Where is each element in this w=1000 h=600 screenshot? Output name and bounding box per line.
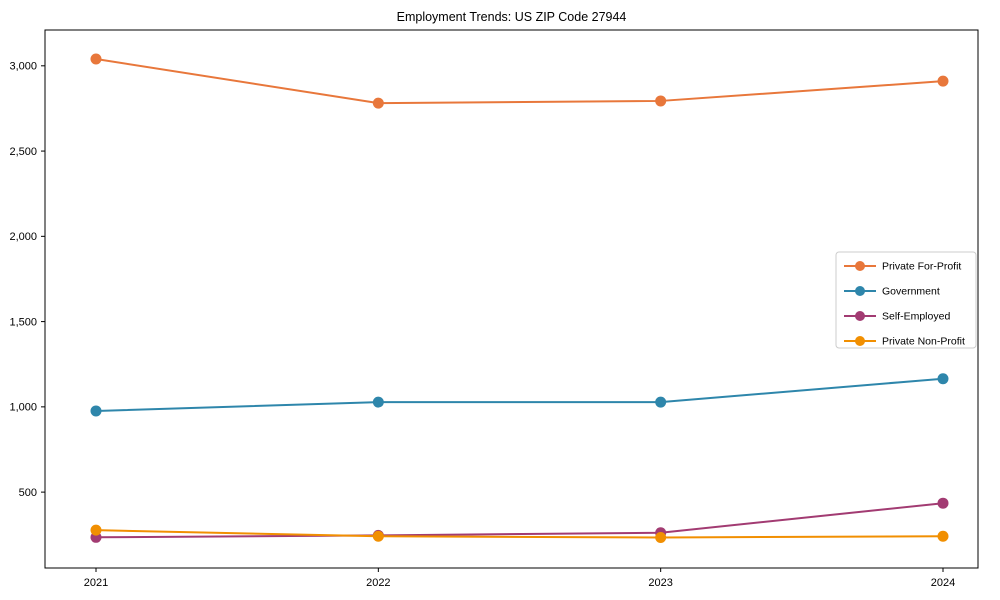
legend-box xyxy=(835,251,977,349)
y-axis-tick-label: 2,000 xyxy=(9,231,37,243)
legend-label: Self-Employed xyxy=(882,311,950,323)
x-axis-tick-label: 2021 xyxy=(84,577,108,589)
data-point-marker xyxy=(372,396,384,408)
data-point-marker xyxy=(90,405,102,417)
data-point-marker xyxy=(90,524,102,536)
x-axis-tick-label: 2023 xyxy=(648,577,672,589)
y-axis-tick-label: 3,000 xyxy=(9,61,37,73)
x-axis-tick-label: 2022 xyxy=(366,577,390,589)
data-point-marker xyxy=(655,95,667,107)
legend-marker xyxy=(855,336,865,346)
data-point-marker xyxy=(90,53,102,65)
y-axis-tick-label: 1,000 xyxy=(9,402,37,414)
data-point-marker xyxy=(655,531,667,543)
series-line xyxy=(95,58,944,105)
legend-label: Private For-Profit xyxy=(882,261,961,273)
legend-marker xyxy=(855,311,865,321)
legend-label: Private Non-Profit xyxy=(882,336,965,348)
y-axis-tick-label: 500 xyxy=(19,487,37,499)
legend-label: Government xyxy=(882,286,940,298)
series-line xyxy=(95,377,944,412)
data-point-marker xyxy=(372,97,384,109)
chart-title: Employment Trends: US ZIP Code 27944 xyxy=(396,10,627,24)
series-line xyxy=(95,502,944,539)
data-point-marker xyxy=(937,530,949,542)
data-point-marker xyxy=(937,497,949,509)
plot-border xyxy=(44,29,979,569)
x-axis-tick-label: 2024 xyxy=(931,577,955,589)
data-point-marker xyxy=(372,530,384,542)
data-point-marker xyxy=(655,396,667,408)
legend-marker xyxy=(855,261,865,271)
legend-marker xyxy=(855,286,865,296)
y-axis-tick-label: 1,500 xyxy=(9,316,37,328)
data-point-marker xyxy=(937,373,949,385)
data-point-marker xyxy=(937,75,949,87)
series-line xyxy=(95,529,944,539)
y-axis-tick-label: 2,500 xyxy=(9,146,37,158)
